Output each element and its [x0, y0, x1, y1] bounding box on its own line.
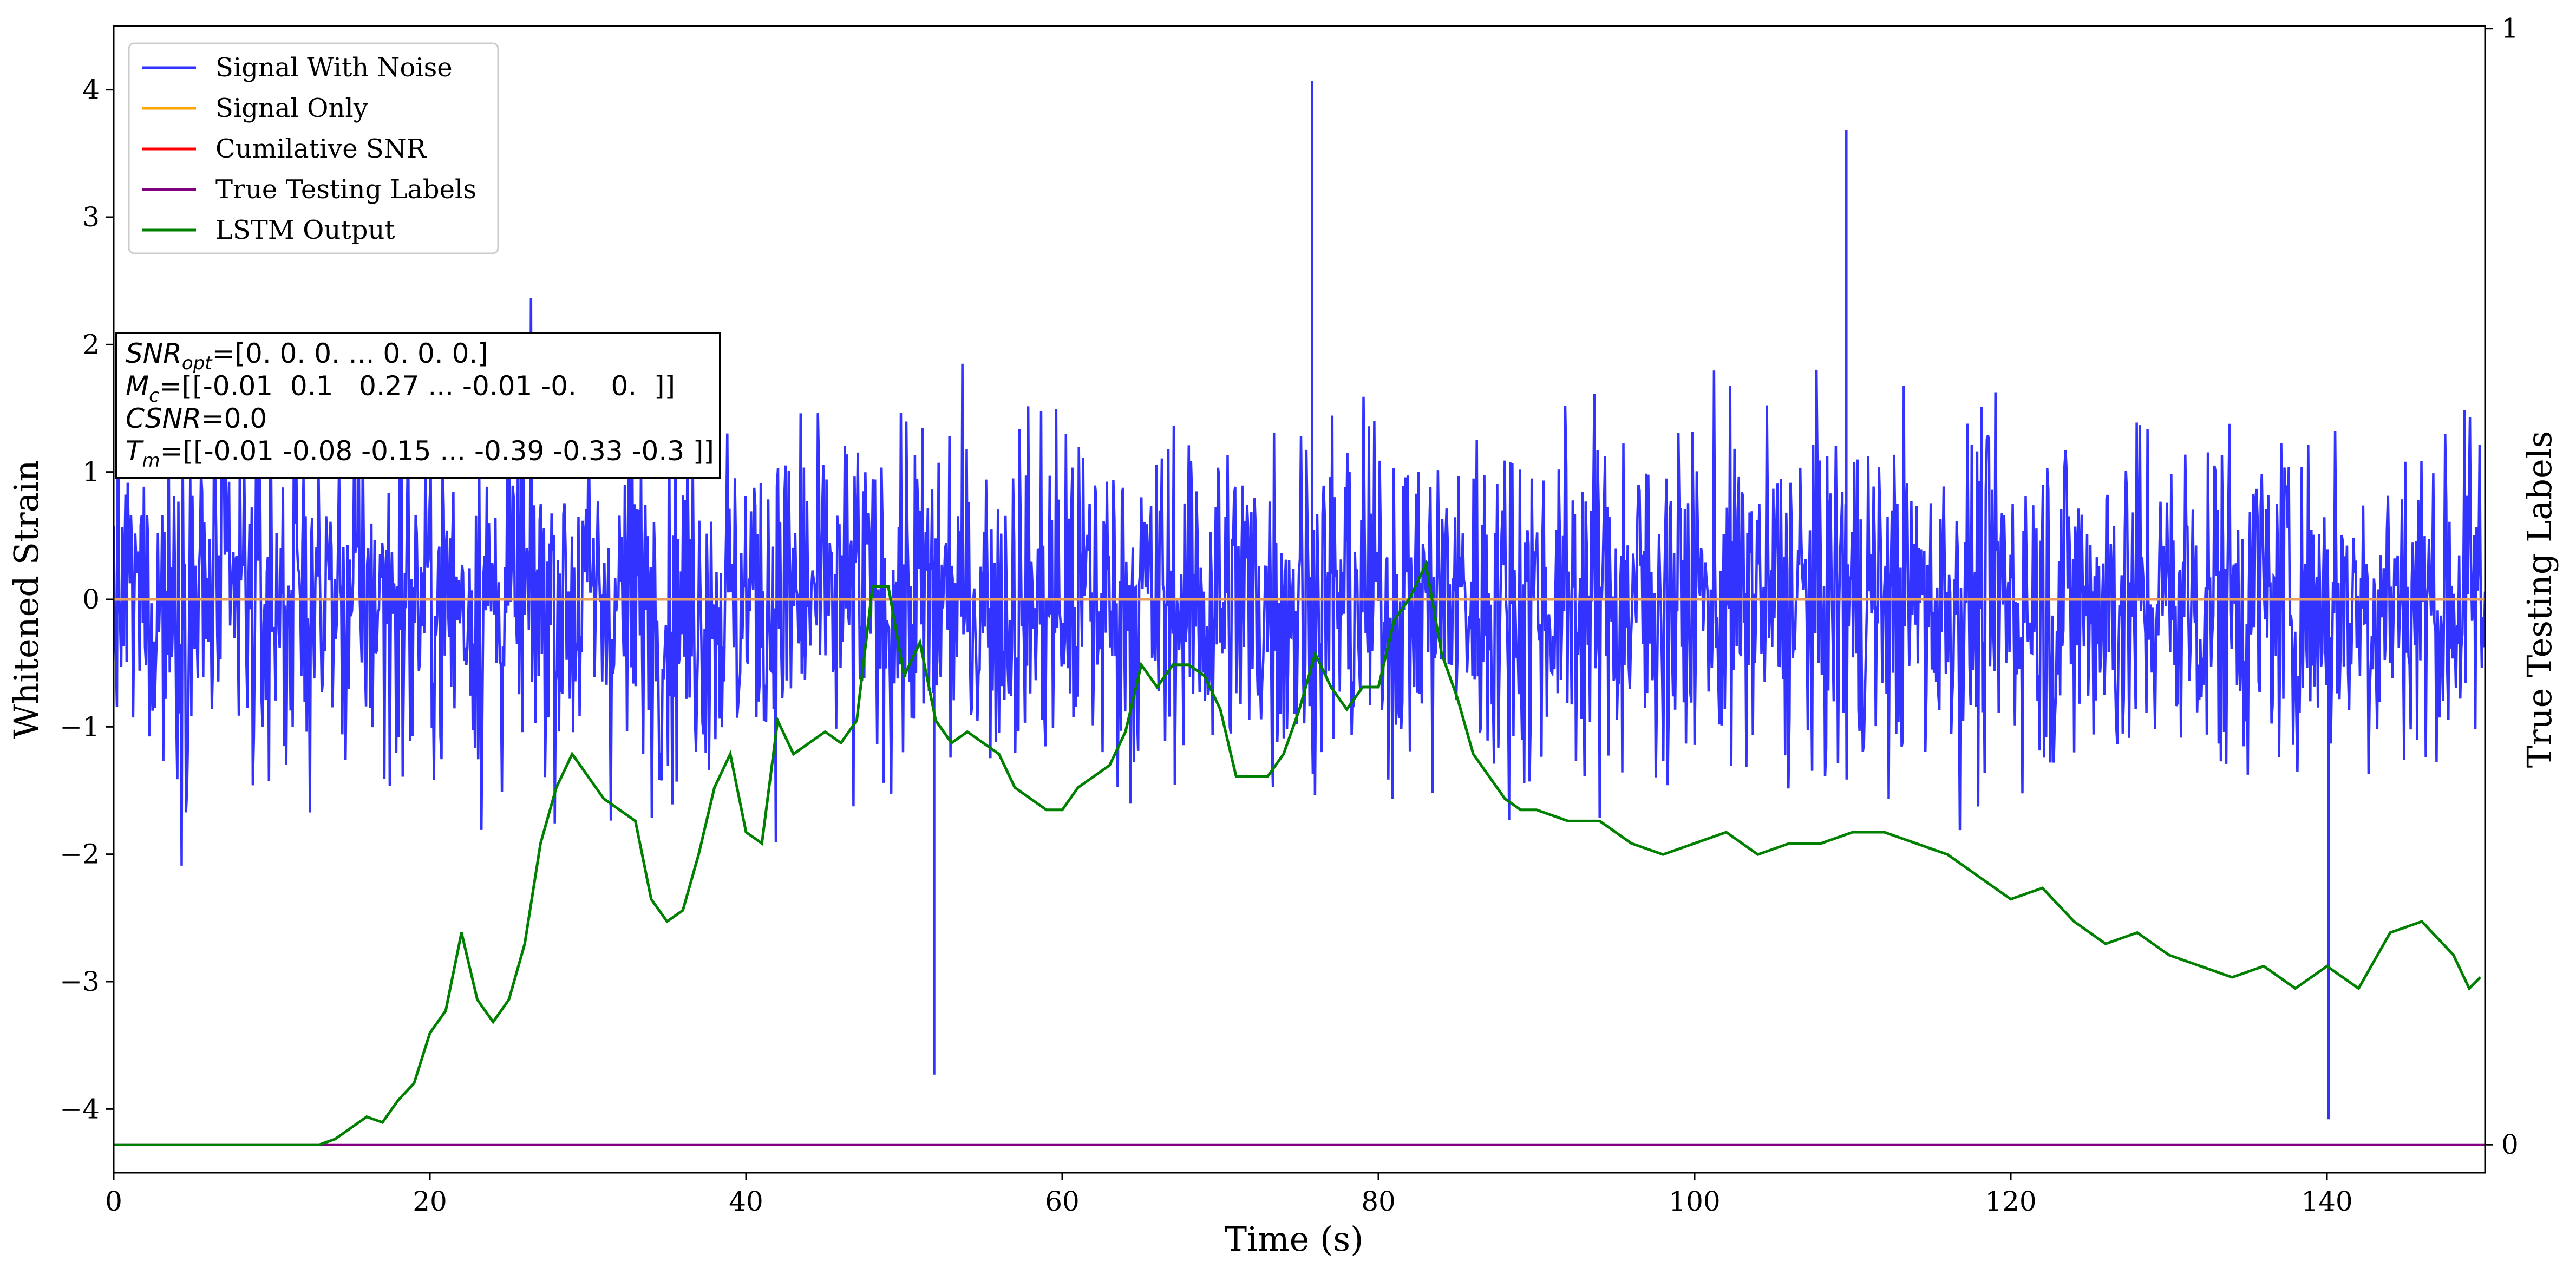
y-tick-label: −4 — [60, 1093, 100, 1125]
y-tick-label: 3 — [82, 201, 100, 233]
legend-label: Signal With Noise — [215, 53, 453, 83]
legend-label: Signal Only — [215, 93, 368, 123]
annotation-box: SNRopt=[0. 0. 0. ... 0. 0. 0.] Mc=[[-0.0… — [115, 332, 721, 479]
x-tick-label: 140 — [2301, 1186, 2352, 1217]
y-tick-label: −1 — [60, 711, 100, 742]
x-tick-label: 40 — [729, 1186, 763, 1217]
x-tick-label: 80 — [1361, 1186, 1396, 1217]
annotation-box-frame — [115, 332, 721, 479]
y2-tick-label: 1 — [2501, 13, 2519, 44]
series-lstm-output — [114, 560, 2481, 1146]
y-tick-label: 4 — [82, 74, 100, 106]
series-signal-with-noise — [114, 81, 2485, 1120]
y-tick-label: 1 — [82, 456, 100, 488]
y2-axis-label: True Testing Labels — [2520, 431, 2559, 768]
legend-label: LSTM Output — [215, 215, 395, 245]
x-tick-label: 0 — [105, 1186, 122, 1217]
y-tick-label: −2 — [60, 839, 100, 870]
x-axis: 0 20 40 60 80 100 120 140 — [105, 1173, 2353, 1217]
x-tick-label: 60 — [1045, 1186, 1080, 1217]
legend: Signal With Noise Signal Only Cumilative S… — [128, 42, 499, 254]
annotation-tm: Tm=[[-0.01 -0.08 -0.15 ... -0.39 -0.33 -… — [126, 435, 714, 472]
x-tick-label: 120 — [1985, 1186, 2036, 1217]
y-axis-left: 4 3 2 1 0 −1 −2 −3 −4 — [60, 74, 114, 1125]
y-tick-label: 0 — [82, 584, 100, 615]
y-axis-label: Whitened Strain — [6, 460, 46, 739]
y-tick-label: −3 — [60, 966, 100, 997]
y-axis-right: 10 — [2485, 13, 2519, 1160]
annotation-csnr: CSNR=0.0 — [126, 403, 267, 434]
y-tick-label: 2 — [82, 329, 100, 360]
x-axis-label: Time (s) — [1225, 1219, 1364, 1259]
y2-tick-label: 0 — [2501, 1129, 2519, 1160]
annotation-mc: Mc=[[-0.01 0.1 0.27 ... -0.01 -0. 0. ]] — [126, 370, 675, 407]
legend-label: True Testing Labels — [215, 174, 476, 205]
plot-area — [114, 81, 2485, 1146]
legend-label: Cumilative SNR — [215, 134, 427, 164]
annotation-snr-opt: SNRopt=[0. 0. 0. ... 0. 0. 0.] — [126, 338, 488, 374]
x-tick-label: 20 — [413, 1186, 447, 1217]
x-tick-label: 100 — [1669, 1186, 1720, 1217]
legend-box — [128, 42, 499, 254]
